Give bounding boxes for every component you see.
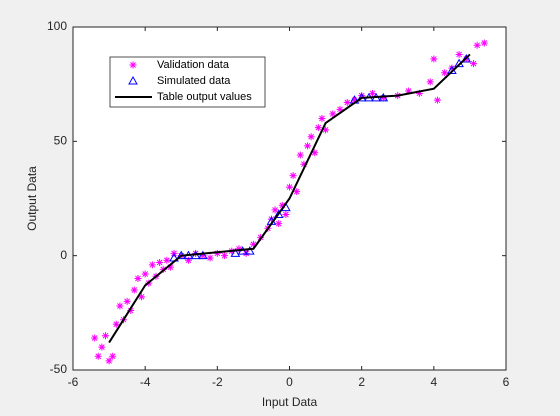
asterisk-point <box>405 87 413 95</box>
y-tick-label: -50 <box>50 362 68 376</box>
asterisk-point <box>314 124 322 132</box>
x-tick-label: 2 <box>358 375 365 389</box>
asterisk-point <box>148 261 156 269</box>
asterisk-point <box>127 307 135 315</box>
asterisk-point <box>470 60 478 68</box>
y-tick-label: 50 <box>54 134 68 148</box>
asterisk-point <box>221 252 229 260</box>
x-tick-label: -4 <box>140 375 151 389</box>
axes-box <box>72 26 507 371</box>
triangle-point <box>273 209 284 219</box>
asterisk-point <box>278 201 286 209</box>
asterisk-point <box>448 64 456 72</box>
legend-label: Table output values <box>157 91 252 103</box>
asterisk-point <box>213 249 221 257</box>
asterisk-point <box>358 92 366 100</box>
asterisk-point <box>300 160 308 168</box>
legend-swatch <box>129 61 137 69</box>
asterisk-point <box>455 50 463 58</box>
x-tick-label: 0 <box>286 375 293 389</box>
asterisk-point <box>318 114 326 122</box>
asterisk-point <box>109 352 117 360</box>
asterisk-point <box>415 89 423 97</box>
legend: Validation data Simulated data Table outpu… <box>109 56 266 108</box>
asterisk-point <box>156 259 164 267</box>
legend-label: Validation data <box>157 59 230 71</box>
asterisk-point <box>286 183 293 191</box>
triangle-point <box>198 250 208 260</box>
asterisk-point <box>105 357 113 365</box>
y-tick-label: 0 <box>60 248 67 262</box>
asterisk-point <box>235 245 243 253</box>
asterisk-point <box>322 126 330 134</box>
asterisk-point <box>282 211 290 219</box>
y-tick-label: 100 <box>47 19 67 33</box>
asterisk-point <box>368 89 376 97</box>
asterisk-point <box>267 215 275 223</box>
asterisk-point <box>199 252 207 260</box>
asterisk-point <box>441 69 449 77</box>
asterisk-point <box>138 293 146 301</box>
asterisk-point <box>379 94 387 102</box>
asterisk-point <box>343 98 351 106</box>
x-axis-label: Input Data <box>262 395 318 409</box>
asterisk-point <box>112 320 120 328</box>
asterisk-point <box>296 151 304 159</box>
asterisk-point <box>293 188 301 196</box>
legend-swatch <box>128 75 138 85</box>
asterisk-point <box>329 110 337 118</box>
asterisk-point <box>98 343 106 351</box>
asterisk-point <box>123 297 131 305</box>
x-tick-label: 6 <box>503 375 510 389</box>
asterisk-point <box>304 142 312 150</box>
asterisk-point <box>130 286 138 294</box>
asterisk-point <box>184 256 192 264</box>
asterisk-point <box>480 39 488 47</box>
asterisk-point <box>141 270 149 278</box>
asterisk-point <box>94 352 102 360</box>
asterisk-point <box>311 149 319 157</box>
triangle-point <box>244 246 255 255</box>
asterisk-point <box>249 240 257 248</box>
asterisk-point <box>206 254 214 262</box>
asterisk-point <box>101 332 109 340</box>
x-tick-label: -2 <box>212 375 223 389</box>
asterisk-point <box>430 55 438 63</box>
asterisk-point <box>134 275 142 283</box>
legend-label: Simulated data <box>157 75 231 87</box>
asterisk-point <box>163 256 171 264</box>
asterisk-point <box>271 206 279 214</box>
line-series <box>108 53 471 344</box>
triangle-point <box>230 248 241 257</box>
asterisk-point <box>289 172 297 180</box>
asterisk-point <box>91 334 99 342</box>
asterisk-point <box>426 78 434 86</box>
x-tick-label: -6 <box>68 375 79 389</box>
y-axis-label: Output Data <box>25 166 39 231</box>
asterisk-point <box>336 105 344 113</box>
asterisk-point <box>350 96 358 104</box>
asterisk-point <box>433 96 441 104</box>
x-tick-label: 4 <box>430 375 437 389</box>
asterisk-point <box>275 220 283 228</box>
asterisk-point <box>473 41 481 49</box>
asterisk-point <box>307 133 315 141</box>
asterisk-point <box>166 263 174 271</box>
asterisk-point <box>116 302 124 310</box>
